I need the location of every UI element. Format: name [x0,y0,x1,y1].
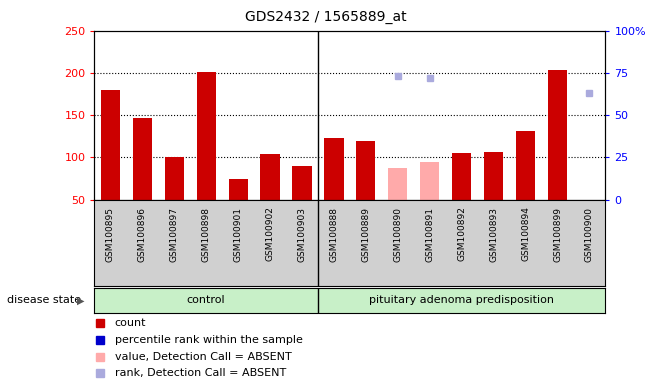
Text: GSM100895: GSM100895 [106,207,115,262]
Text: GSM100896: GSM100896 [138,207,147,262]
Text: percentile rank within the sample: percentile rank within the sample [115,335,303,345]
Text: GSM100901: GSM100901 [234,207,243,262]
Bar [420,162,439,200]
Bar [165,157,184,200]
Text: GSM100899: GSM100899 [553,207,562,262]
Text: disease state: disease state [7,295,81,306]
Text: GSM100888: GSM100888 [329,207,339,262]
Text: GSM100889: GSM100889 [361,207,370,262]
Bar [324,138,344,200]
Bar [356,141,376,200]
Text: control: control [187,295,225,306]
Bar [484,152,503,200]
Text: GSM100903: GSM100903 [298,207,307,262]
Text: GSM100890: GSM100890 [393,207,402,262]
Text: GSM100892: GSM100892 [457,207,466,262]
Text: GSM100894: GSM100894 [521,207,530,262]
Text: count: count [115,318,146,328]
Text: GSM100900: GSM100900 [585,207,594,262]
Bar [388,169,408,200]
Bar [229,179,248,200]
Text: GSM100893: GSM100893 [489,207,498,262]
Text: GDS2432 / 1565889_at: GDS2432 / 1565889_at [245,10,406,23]
Text: GSM100891: GSM100891 [425,207,434,262]
Text: pituitary adenoma predisposition: pituitary adenoma predisposition [369,295,554,306]
Text: rank, Detection Call = ABSENT: rank, Detection Call = ABSENT [115,368,286,379]
Text: value, Detection Call = ABSENT: value, Detection Call = ABSENT [115,352,292,362]
Text: GSM100897: GSM100897 [170,207,179,262]
Text: GSM100898: GSM100898 [202,207,211,262]
Bar [101,90,120,200]
Bar [133,118,152,200]
Bar [292,166,312,200]
Text: GSM100902: GSM100902 [266,207,275,262]
Bar [197,72,215,200]
Bar [452,153,471,200]
Bar [260,154,280,200]
Text: ▶: ▶ [77,295,85,306]
Bar [516,131,535,200]
Bar [548,70,567,200]
